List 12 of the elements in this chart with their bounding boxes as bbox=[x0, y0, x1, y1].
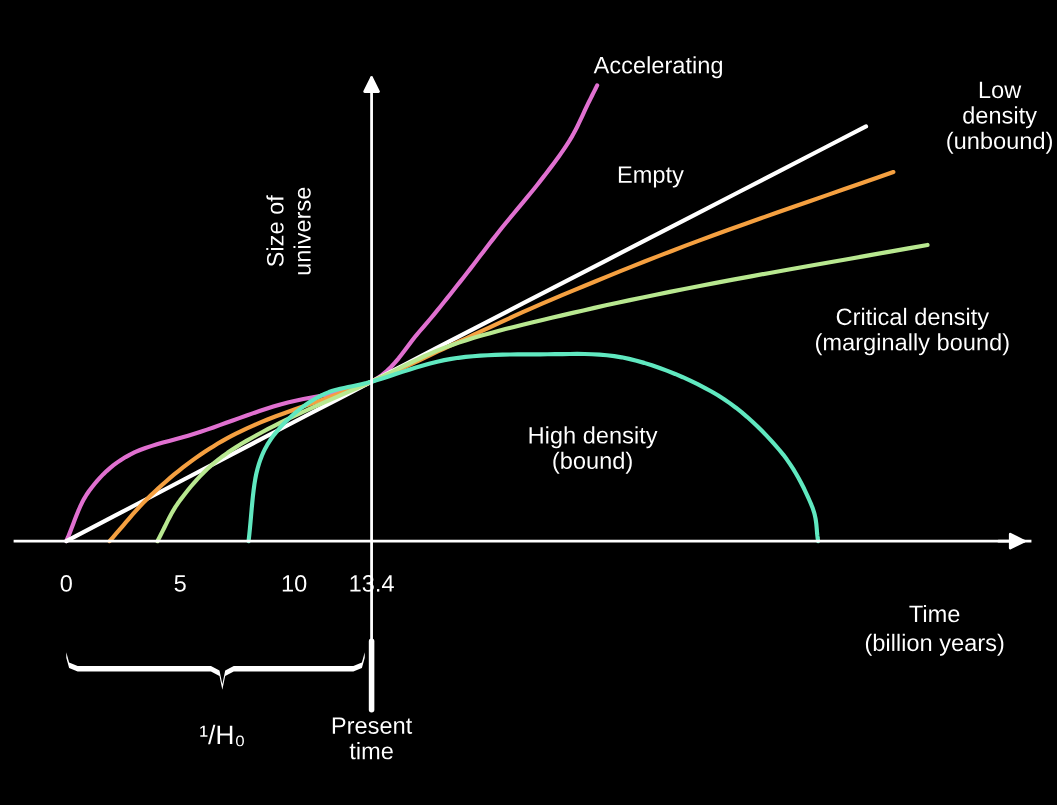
ref-line-label: Present time bbox=[332, 717, 413, 760]
x-axis-title: Time (billion years) bbox=[865, 604, 1004, 656]
series-label: Accelerating bbox=[593, 56, 722, 79]
x-tick-label: 5 bbox=[174, 575, 186, 592]
text: Low density (unbound) bbox=[947, 81, 1052, 154]
text: High density (bound) bbox=[529, 426, 658, 474]
series-label: Empty bbox=[618, 166, 684, 188]
x-tick-label: 0 bbox=[60, 575, 72, 592]
series-label: Critical density (marginally bound) bbox=[816, 307, 1009, 356]
y-axis-title: Size of universe bbox=[266, 187, 311, 275]
x-tick-label: 10 bbox=[282, 575, 307, 592]
text: ¹/H₀ bbox=[200, 724, 244, 747]
